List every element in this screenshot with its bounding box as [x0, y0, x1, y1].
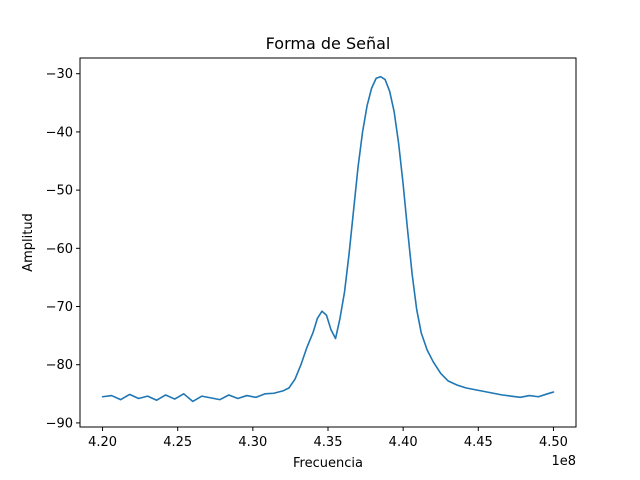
- y-tick-label: −40: [46, 125, 73, 140]
- x-tick-label: 4.35: [314, 435, 343, 450]
- y-tick-label: −60: [46, 242, 73, 257]
- series-line: [101, 75, 555, 403]
- x-axis: 4.20 4.25 4.30 4.35 4.40 4.45 4.50: [88, 427, 568, 450]
- y-axis-label: Amplitud: [21, 213, 36, 272]
- y-tick-label: −90: [46, 416, 73, 431]
- x-tick-label: 4.45: [464, 435, 493, 450]
- y-axis: −90 −80 −70 −60 −50 −40 −30: [46, 67, 80, 431]
- y-tick-label: −30: [46, 67, 73, 82]
- y-tick-label: −50: [46, 184, 73, 199]
- x-tick-label: 4.30: [238, 435, 267, 450]
- x-tick-label: 4.25: [163, 435, 192, 450]
- x-tick-label: 4.50: [539, 435, 568, 450]
- x-axis-label: Frecuencia: [293, 456, 363, 471]
- x-tick-label: 4.20: [88, 435, 117, 450]
- y-tick-label: −70: [46, 300, 73, 315]
- x-tick-label: 4.40: [389, 435, 418, 450]
- x-axis-offset-label: 1e8: [551, 454, 576, 469]
- y-tick-label: −80: [46, 358, 73, 373]
- chart-title: Forma de Señal: [266, 34, 391, 53]
